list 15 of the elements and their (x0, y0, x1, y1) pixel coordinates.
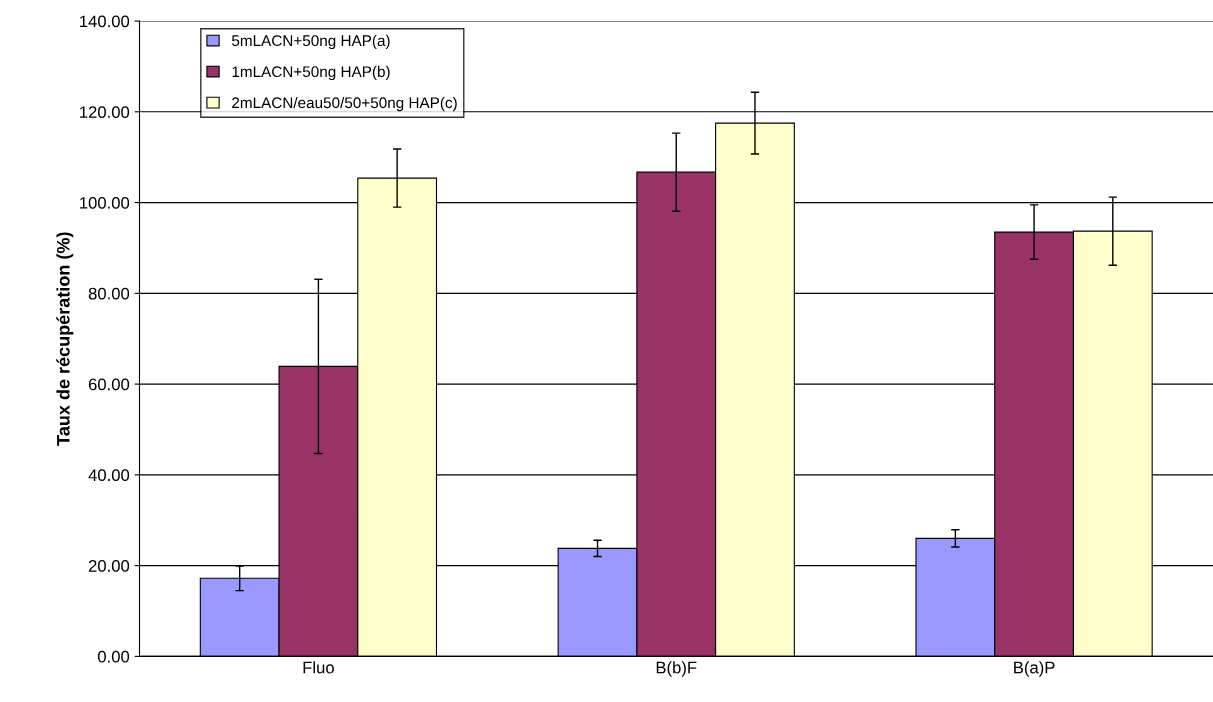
x-tick-label: B(a)P (1014, 661, 1055, 677)
y-tick-label: 60.00 (88, 378, 130, 391)
y-axis-title: Taux de récupération (%) (56, 232, 74, 446)
x-tick-label: B(b)F (656, 661, 697, 677)
y-tick-label: 40.00 (88, 469, 130, 482)
y-tick-label: 120.00 (80, 106, 130, 119)
y-tick-label: 0.00 (97, 650, 130, 663)
legend-label: 2mLACN/eau50/50+50ng HAP(c) (232, 96, 457, 112)
legend-label: 5mLACN+50ng HAP(a) (231, 34, 390, 50)
y-tick-label: 100.00 (80, 196, 130, 209)
x-tick-label: Fluo (303, 661, 334, 674)
y-tick-label: 140.00 (80, 15, 130, 28)
legend-label: 1mLACN+50ng HAP(b) (232, 65, 390, 81)
y-tick-label: 80.00 (88, 287, 130, 300)
y-tick-label: 20.00 (88, 560, 130, 572)
